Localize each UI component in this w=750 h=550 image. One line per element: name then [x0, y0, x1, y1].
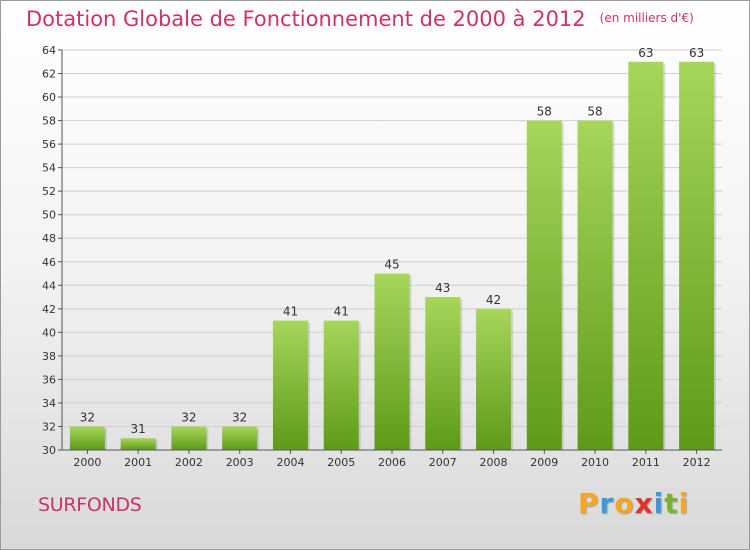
- y-tick-label: 32: [42, 420, 56, 433]
- x-tick-label: 2011: [632, 456, 660, 469]
- y-tick-label: 50: [42, 209, 56, 222]
- bar: [476, 308, 512, 450]
- bar-group: 58: [577, 105, 615, 451]
- bar-value-label: 31: [131, 422, 146, 436]
- bars: 32 31 32 32 41 41 45 43 42 58 58 63 63: [69, 46, 717, 451]
- x-tick-label: 2005: [327, 456, 355, 469]
- bar-value-label: 41: [283, 305, 298, 319]
- proxiti-logo: Proxiti: [578, 487, 689, 520]
- bar-value-label: 45: [384, 258, 399, 272]
- bar-value-label: 32: [181, 410, 196, 424]
- bar-group: 41: [272, 305, 310, 450]
- axes: 30 32 34 36 38 40 42 44 46 48 50 52 54 56 58 60 62 64 2000…: [42, 44, 722, 469]
- logo-letter: i: [678, 487, 690, 520]
- y-tick-label: 42: [42, 303, 56, 316]
- chart-unit: (en milliers d'€): [599, 11, 694, 25]
- bar: [323, 320, 359, 450]
- bar-group: 32: [222, 410, 260, 450]
- y-tick-label: 38: [42, 350, 56, 363]
- x-tick-label: 2007: [429, 456, 457, 469]
- bar-group: 58: [526, 105, 564, 451]
- logo-letter: t: [664, 487, 679, 520]
- bar-group: 63: [628, 46, 666, 450]
- bar-value-label: 43: [435, 281, 450, 295]
- y-tick-label: 46: [42, 256, 56, 269]
- logo-letter: i: [653, 487, 665, 520]
- y-tick-label: 62: [42, 68, 56, 81]
- y-tick-label: 64: [42, 44, 56, 57]
- x-tick-label: 2004: [276, 456, 304, 469]
- bar: [69, 426, 105, 450]
- bar: [526, 120, 562, 451]
- bar: [120, 438, 156, 450]
- x-tick-label: 2012: [683, 456, 711, 469]
- logo-letter: o: [614, 487, 635, 520]
- bar: [272, 320, 308, 450]
- y-tick-label: 44: [42, 279, 56, 292]
- bar-value-label: 58: [587, 105, 602, 119]
- bar: [577, 120, 613, 451]
- x-tick-label: 2006: [378, 456, 406, 469]
- x-tick-label: 2010: [581, 456, 609, 469]
- bar: [171, 426, 207, 450]
- bar-group: 43: [425, 281, 463, 450]
- y-tick-label: 34: [42, 397, 56, 410]
- bar-value-label: 63: [689, 46, 704, 60]
- commune-name: SURFONDS: [38, 494, 142, 516]
- logo-letter: P: [578, 487, 600, 520]
- y-tick-label: 52: [42, 185, 56, 198]
- bar-value-label: 42: [486, 293, 501, 307]
- bar: [374, 273, 410, 450]
- x-tick-label: 2003: [226, 456, 254, 469]
- y-tick-label: 30: [42, 444, 56, 457]
- bar-group: 31: [120, 422, 158, 450]
- bar-value-label: 32: [232, 410, 247, 424]
- bar-value-label: 41: [334, 305, 349, 319]
- y-tick-label: 36: [42, 373, 56, 386]
- bar-group: 42: [476, 293, 514, 450]
- bar-group: 32: [171, 410, 209, 450]
- bar-value-label: 32: [80, 410, 95, 424]
- y-tick-label: 40: [42, 326, 56, 339]
- bar: [628, 61, 664, 450]
- y-tick-label: 60: [42, 91, 56, 104]
- bar-group: 41: [323, 305, 361, 450]
- bar-value-label: 58: [537, 105, 552, 119]
- bar-group: 45: [374, 258, 412, 450]
- y-tick-label: 56: [42, 138, 56, 151]
- bar-group: 32: [69, 410, 107, 450]
- bar: [425, 297, 461, 450]
- chart-title-text: Dotation Globale de Fonctionnement de 20…: [26, 7, 586, 31]
- x-tick-label: 2002: [175, 456, 203, 469]
- x-tick-label: 2008: [480, 456, 508, 469]
- bar-group: 63: [679, 46, 717, 450]
- logo-letter: r: [599, 487, 615, 520]
- y-tick-label: 54: [42, 162, 56, 175]
- bar-value-label: 63: [638, 46, 653, 60]
- logo-letter: x: [634, 487, 654, 520]
- y-tick-label: 48: [42, 232, 56, 245]
- chart-title: Dotation Globale de Fonctionnement de 20…: [26, 7, 694, 31]
- bar: [679, 61, 715, 450]
- y-tick-label: 58: [42, 115, 56, 128]
- bar: [222, 426, 258, 450]
- x-tick-label: 2009: [530, 456, 558, 469]
- x-tick-label: 2001: [124, 456, 152, 469]
- x-tick-label: 2000: [73, 456, 101, 469]
